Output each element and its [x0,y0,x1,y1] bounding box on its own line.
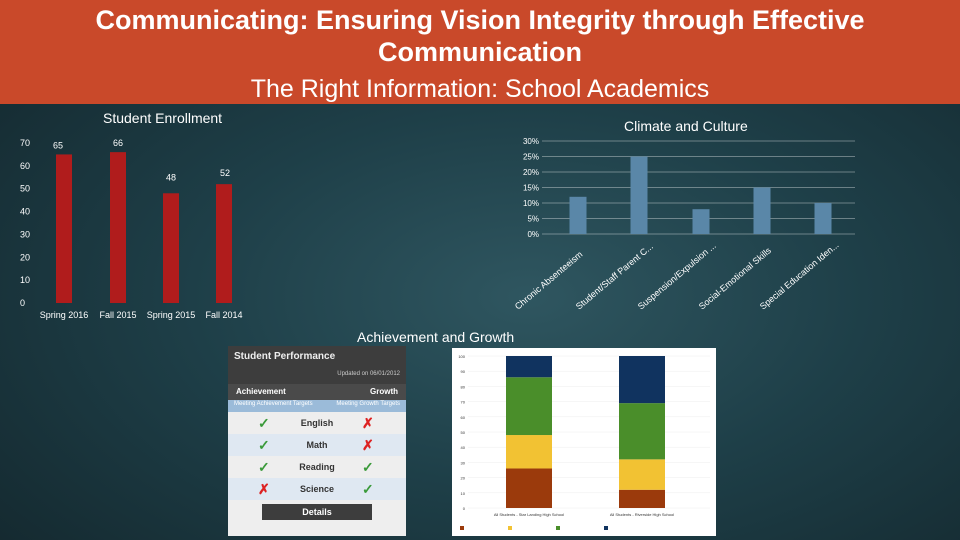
climate-y-tick: 25% [523,153,539,162]
stacked-y-tick: 60 [461,415,466,420]
climate-y-tick: 15% [523,184,539,193]
stacked-y-tick: 100 [458,354,465,359]
enrollment-bar [110,152,126,303]
stacked-legend-swatch [508,526,512,530]
title-line-2: Communication [377,37,582,67]
climate-y-tick: 5% [527,215,539,224]
stacked-y-tick: 70 [461,400,466,405]
cross-icon: ✗ [361,414,374,431]
performance-row: ✓ Reading ✓ [228,456,406,478]
stacked-chart-card: 0 10 20 30 40 50 60 70 80 90 100 All Students - Sta… [452,348,716,536]
climate-x-label: Chronic Absenteeism [513,249,585,311]
performance-subject: Math [306,440,328,450]
performance-subject: English [300,418,334,428]
performance-row: ✗ Science ✓ [228,478,406,500]
enrollment-y-tick: 30 [20,229,30,239]
performance-columns: Achievement Growth [228,384,406,400]
page-title: Communicating: Ensuring Vision Integrity… [0,4,960,68]
growth-targets-label: Meeting Growth Targets [336,401,400,407]
stacked-y-tick: 40 [461,445,466,450]
enrollment-title: Student Enrollment [103,110,223,126]
check-icon: ✓ [258,458,270,475]
stacked-x-label: All Students - Riverside High School [610,512,674,517]
cross-icon: ✗ [362,436,374,453]
page-subtitle: The Right Information: School Academics [250,75,710,103]
climate-bar [569,196,587,234]
performance-rows: ✓ English ✗ ✓ Math ✗ ✓ Reading ✓ ✗ Science ✓ [228,412,406,500]
enrollment-data-label: 65 [53,140,63,150]
stacked-legend-swatch [556,526,560,530]
climate-bar [630,156,648,234]
climate-y-tick: 30% [523,137,539,146]
enrollment-y-tick: 60 [20,161,30,171]
performance-row: ✓ Math ✗ [228,434,406,456]
enrollment-data-label: 52 [220,168,230,178]
climate-title: Climate and Culture [624,118,748,134]
check-icon: ✓ [361,458,374,475]
check-icon: ✓ [258,436,270,453]
stacked-segment [619,489,665,508]
enrollment-x-label: Spring 2016 [40,310,89,320]
stacked-segment [506,435,552,469]
enrollment-data-label: 48 [166,172,176,182]
enrollment-chart: 0 10 20 30 40 50 60 70 65 Spring 2016 66 Fall 2015 4… [20,138,243,320]
title-banner: Communicating: Ensuring Vision Integrity… [0,0,960,104]
climate-bar [692,209,710,234]
enrollment-y-tick: 70 [20,138,30,148]
stacked-chart: 0 10 20 30 40 50 60 70 80 90 100 All Students - Sta… [458,354,710,530]
check-icon: ✓ [258,414,270,431]
details-button[interactable]: Details [262,504,372,520]
stacked-y-tick: 50 [461,430,466,435]
stacked-y-tick: 10 [461,491,466,496]
performance-subject: Science [299,484,335,494]
stacked-legend-swatch [604,526,608,530]
enrollment-x-label: Fall 2014 [205,310,242,320]
stacked-y-tick: 0 [463,506,466,511]
performance-title: Student Performance [234,351,336,362]
enrollment-x-label: Fall 2015 [99,310,136,320]
climate-bar [814,203,832,234]
performance-updated: Updated on 06/01/2012 [337,371,400,377]
enrollment-y-tick: 20 [20,252,30,262]
performance-subheader: Meeting Achievement Targets Meeting Grow… [228,400,406,412]
climate-y-tick: 20% [523,168,539,177]
enrollment-bar [56,154,72,303]
stacked-segment [619,403,665,460]
enrollment-y-tick: 10 [20,275,30,285]
performance-subject: Reading [299,462,335,472]
enrollment-y-tick: 50 [20,184,30,194]
climate-y-tick: 0% [527,230,539,239]
stacked-y-tick: 80 [461,384,466,389]
growth-column: Growth [370,387,398,396]
stacked-segment [506,468,552,508]
performance-header: Student Performance Updated on 06/01/201… [228,346,406,384]
stacked-x-label: All Students - Star Landing High School [494,512,564,517]
student-performance-card: Student Performance Updated on 06/01/201… [228,346,406,536]
climate-chart: 0%5%10%15%20%25%30%Chronic AbsenteeismSt… [513,137,855,312]
achievement-column: Achievement [236,387,286,396]
enrollment-x-label: Spring 2015 [147,310,196,320]
stacked-segment [506,356,552,378]
stacked-segment [619,459,665,490]
stacked-segment [506,377,552,436]
enrollment-bar [163,193,179,303]
title-line-1: Communicating: Ensuring Vision Integrity… [95,5,865,35]
stacked-segment [619,356,665,404]
stacked-legend-swatch [460,526,464,530]
stacked-y-tick: 20 [461,476,466,481]
achievement-title: Achievement and Growth [357,329,515,345]
climate-bar [753,187,771,234]
check-icon: ✓ [362,480,374,497]
stacked-y-tick: 30 [461,460,466,465]
performance-row: ✓ English ✗ [228,412,406,434]
achievement-targets-label: Meeting Achievement Targets [234,401,313,407]
enrollment-data-label: 66 [113,138,123,148]
enrollment-bar [216,184,232,303]
climate-y-tick: 10% [523,199,539,208]
enrollment-y-tick: 40 [20,207,30,217]
enrollment-y-tick: 0 [20,298,25,308]
cross-icon: ✗ [258,480,270,497]
stacked-y-tick: 90 [461,369,466,374]
